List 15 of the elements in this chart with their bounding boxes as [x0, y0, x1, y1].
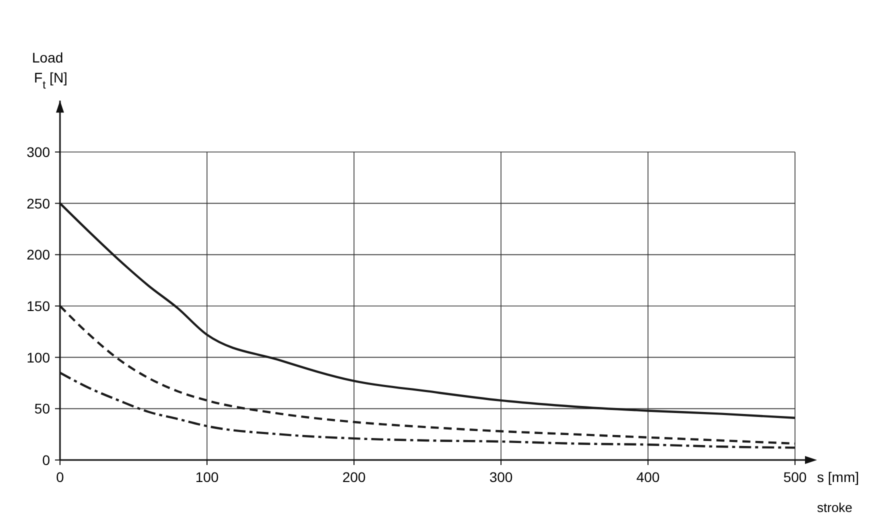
x-tick-label: 0: [56, 469, 64, 485]
y-tick-label: 250: [26, 195, 50, 212]
y-tick-label: 200: [26, 246, 50, 263]
x-axis-title: s [mm] stroke: [817, 469, 859, 515]
x-tick-label: 300: [489, 469, 513, 485]
y-tick-label: 150: [26, 298, 50, 314]
y-tick-label: 0: [42, 452, 50, 468]
y-tick-label: 100: [26, 349, 50, 366]
y-axis-title: Load F$_{t}$ [N]: [32, 50, 68, 92]
y-tick-label: 50: [34, 400, 50, 417]
y-tick-label: 300: [26, 144, 50, 160]
x-tick-label: 100: [195, 469, 219, 485]
x-tick-label: 200: [342, 469, 366, 485]
x-tick-label: 500: [783, 469, 807, 485]
x-tick-label: 400: [636, 469, 660, 485]
